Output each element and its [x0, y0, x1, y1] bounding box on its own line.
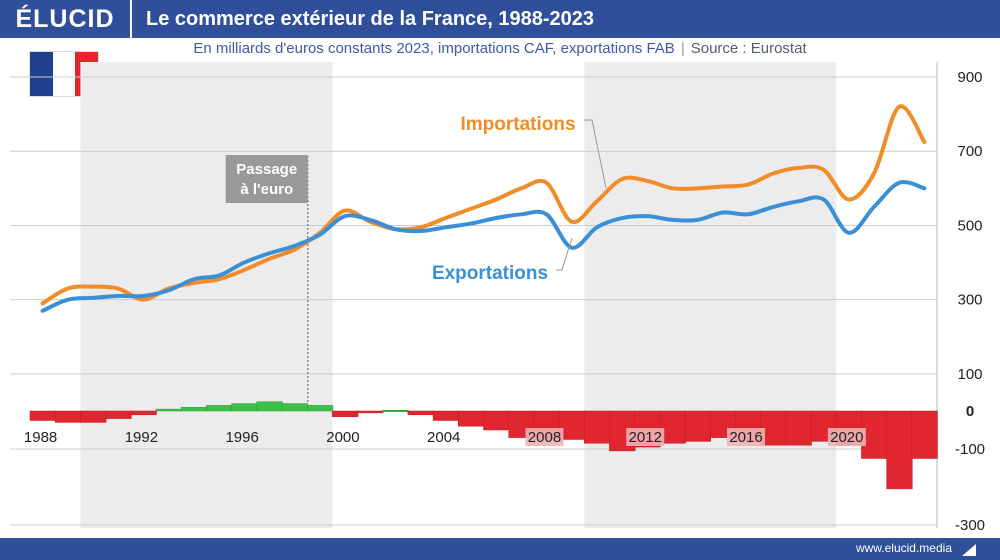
- balance-bar: [584, 410, 611, 444]
- x-tick-label-bg: [727, 428, 766, 446]
- balance-bar: [155, 408, 182, 412]
- flag-stripe-blue: [30, 52, 53, 96]
- balance-bar: [231, 403, 258, 412]
- annotations: Passage à l'euro Importations Exportatio…: [225, 114, 607, 405]
- balance-bar: [382, 410, 409, 413]
- euro-label-line1: Passage: [236, 161, 297, 178]
- balance-bar: [483, 410, 510, 431]
- series-lines: [40, 104, 927, 313]
- balance-bar: [458, 410, 485, 427]
- balance-bar: [710, 410, 737, 438]
- balance-bar: [886, 410, 913, 490]
- y-axis-labels: 900 700 500 300 100 0 -100 -300: [955, 69, 985, 534]
- balance-bar: [785, 410, 812, 446]
- footer-bar: www.elucid.media: [0, 538, 1000, 560]
- source-text: Source : Eurostat: [690, 40, 807, 57]
- y-tick-label: 900: [957, 69, 982, 86]
- background-bands: [80, 62, 837, 528]
- balance-bar: [407, 410, 434, 416]
- balance-bar: [130, 410, 157, 416]
- balance-bar: [306, 405, 334, 412]
- balance-bar: [281, 403, 308, 412]
- balance-bar: [54, 410, 82, 423]
- balance-bar: [911, 410, 938, 459]
- y-tick-label: 0: [966, 403, 974, 420]
- x-tick-label: 2020: [830, 429, 863, 446]
- elucid-mark-icon: [962, 544, 976, 556]
- imports-line: [40, 104, 927, 306]
- header-bar: ÉLUCID Le commerce extérieur de la Franc…: [0, 0, 1000, 38]
- exports-leader-line: [556, 237, 573, 271]
- grid-lines: [10, 62, 938, 528]
- balance-bar: [432, 410, 460, 421]
- balance-bar: [105, 410, 132, 419]
- balance-bar: [80, 410, 107, 423]
- y-tick-label: 700: [957, 143, 982, 160]
- y-tick-label: 100: [957, 366, 982, 383]
- x-tick-label: 1988: [24, 429, 57, 446]
- flag-stripe-white: [52, 52, 76, 96]
- x-tick-label-bg: [626, 428, 665, 446]
- exports-line: [40, 180, 927, 313]
- euro-label-box: [225, 155, 308, 203]
- imports-leader-line: [584, 119, 607, 189]
- x-tick-label-bg: [827, 428, 866, 446]
- y-tick-label: -100: [955, 441, 985, 458]
- page-title: Le commerce extérieur de la France, 1988…: [146, 7, 595, 30]
- y-tick-label: -300: [955, 517, 985, 534]
- subtitle-separator: |: [680, 40, 685, 57]
- balance-bar: [332, 410, 359, 417]
- balance-bar: [256, 401, 283, 412]
- exports-label: Exportations: [432, 263, 548, 284]
- footer-url[interactable]: www.elucid.media: [855, 541, 952, 555]
- x-tick-label: 2008: [528, 429, 561, 446]
- imports-label: Importations: [460, 114, 575, 135]
- y-tick-label: 300: [957, 292, 982, 309]
- x-tick-label: 2004: [427, 429, 460, 446]
- euro-label-line2: à l'euro: [240, 181, 293, 198]
- subtitle-text: En milliards d'euros constants 2023, imp…: [193, 40, 675, 57]
- x-axis-labels: 1988 1992 1996 2000 2004 2008 2012 2016 2020: [24, 428, 866, 446]
- subtitle: En milliards d'euros constants 2023, imp…: [0, 40, 1000, 57]
- y-tick-label: 500: [957, 217, 982, 234]
- x-tick-label-bg: [525, 428, 564, 446]
- elucid-logo[interactable]: ÉLUCID: [0, 0, 132, 38]
- x-tick-label: 2000: [326, 429, 359, 446]
- x-tick-label: 2016: [729, 429, 762, 446]
- balance-bar: [206, 405, 233, 412]
- balance-bar: [180, 407, 208, 412]
- balance-bar: [684, 410, 711, 442]
- x-tick-label: 1996: [225, 429, 258, 446]
- x-tick-label: 2012: [629, 429, 662, 446]
- shaded-band: [584, 62, 837, 528]
- x-tick-label: 1992: [125, 429, 158, 446]
- balance-bar: [29, 410, 56, 421]
- balance-bar: [357, 410, 384, 414]
